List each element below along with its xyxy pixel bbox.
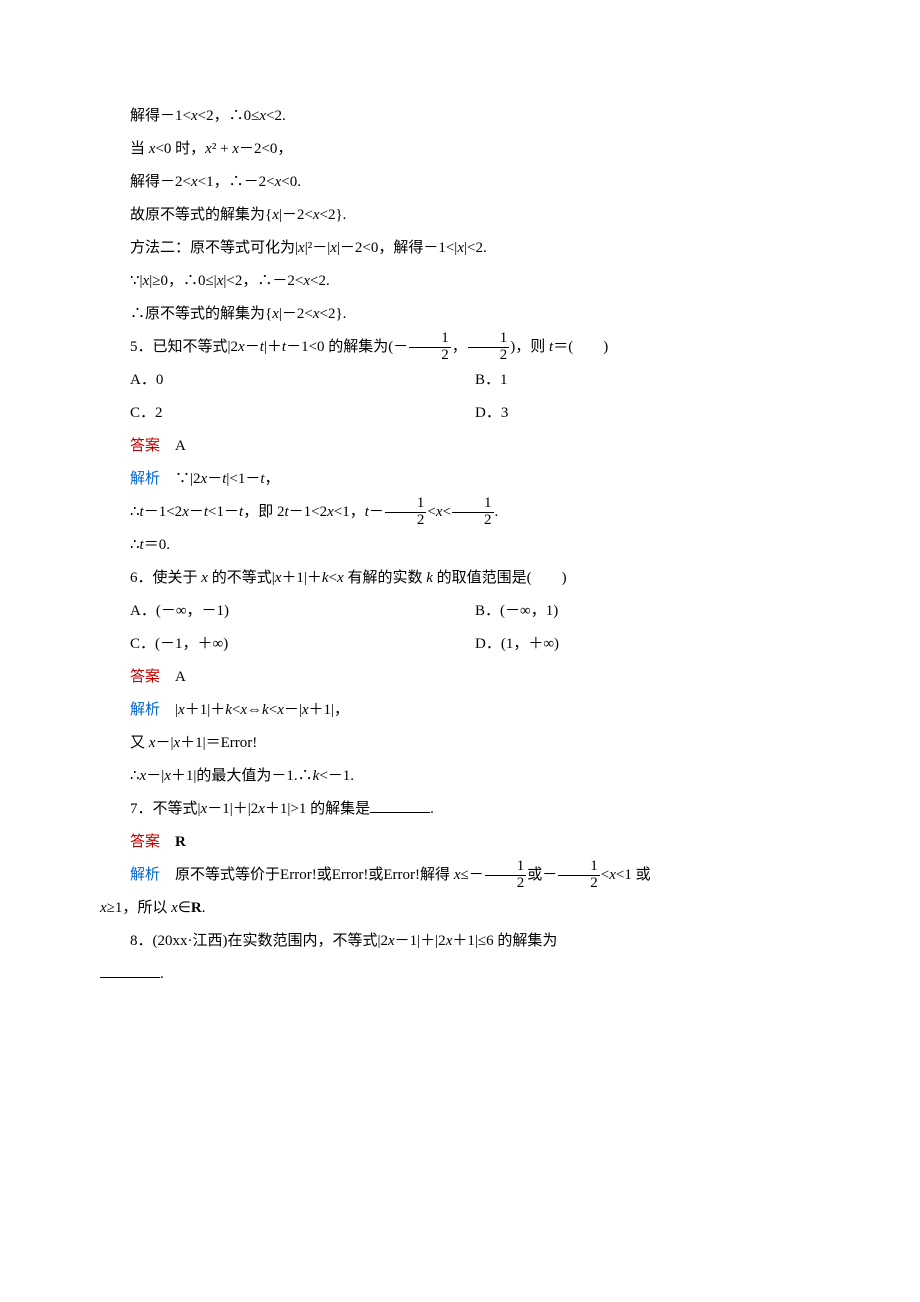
option-a: A．(－∞，－1) [130,595,475,628]
q6-expl-2: 又 x－|x＋1|＝Error! [100,727,820,760]
q7-answer: 答案 R [100,826,820,859]
document-page: 解得－1<x<2，∴0≤x<2. 当 x<0 时，x² + x－2<0， 解得－… [0,0,920,1302]
fraction: 12 [409,331,451,364]
fill-blank [100,964,160,979]
option-b: B．(－∞，1) [475,595,820,628]
q6-options: A．(－∞，－1) B．(－∞，1) C．(－1，＋∞) D．(1，＋∞) [130,595,820,661]
error-placeholder: Error! [221,735,258,751]
q5-answer: 答案 A [100,430,820,463]
q5-expl-3: ∴t＝0. [100,529,820,562]
question-7: 7．不等式|x－1|＋|2x＋1|>1 的解集是. [100,793,820,826]
explanation-label: 解析 [130,702,160,718]
q5-options: A．0 B．1 C．2 D．3 [130,364,820,430]
q5-expl-2: ∴t－1<2x－t<1－t，即 2t－1<2x<1，t－12<x<12. [100,496,820,529]
error-placeholder: Error! [332,867,369,883]
text-line: ∵|x|≥0，∴0≤|x|<2，∴－2<x<2. [100,265,820,298]
fraction: 12 [468,331,510,364]
option-c: C．(－1，＋∞) [130,628,475,661]
q7-expl-1: 解析 原不等式等价于Error!或Error!或Error!解得 x≤－12或－… [100,859,820,892]
q6-answer: 答案 A [100,661,820,694]
fraction: 12 [385,496,427,529]
answer-label: 答案 [130,834,160,850]
option-d: D．3 [475,397,820,430]
text-line: ∴原不等式的解集为{x|－2<x<2}. [100,298,820,331]
option-d: D．(1，＋∞) [475,628,820,661]
option-b: B．1 [475,364,820,397]
text-line: 解得－2<x<1，∴－2<x<0. [100,166,820,199]
q5-expl-1: 解析 ∵|2x－t|<1－t， [100,463,820,496]
fill-blank [370,799,430,814]
question-6: 6．使关于 x 的不等式|x＋1|＋k<x 有解的实数 k 的取值范围是( ) [100,562,820,595]
answer-label: 答案 [130,669,160,685]
q7-expl-2: x≥1，所以 x∈R. [100,892,820,925]
fraction: 12 [452,496,494,529]
question-8: 8．(20xx·江西)在实数范围内，不等式|2x－1|＋|2x＋1|≤6 的解集… [100,925,820,958]
option-c: C．2 [130,397,475,430]
q8-blank: . [100,958,820,991]
option-a: A．0 [130,364,475,397]
q6-expl-1: 解析 |x＋1|＋k<x⇔k<x－|x＋1|， [100,694,820,727]
error-placeholder: Error! [280,867,317,883]
text-line: 方法二：原不等式可化为|x|²－|x|－2<0，解得－1<|x|<2. [100,232,820,265]
text-line: 解得－1<x<2，∴0≤x<2. [100,100,820,133]
explanation-label: 解析 [130,867,160,883]
error-placeholder: Error! [383,867,420,883]
fraction: 12 [558,859,600,892]
explanation-label: 解析 [130,471,160,487]
q6-expl-3: ∴x－|x＋1|的最大值为－1.∴k<－1. [100,760,820,793]
text-line: 当 x<0 时，x² + x－2<0， [100,133,820,166]
question-5: 5．已知不等式|2x－t|＋t－1<0 的解集为(－12，12)，则 t＝( ) [100,331,820,364]
text-line: 故原不等式的解集为{x|－2<x<2}. [100,199,820,232]
fraction: 12 [485,859,527,892]
answer-label: 答案 [130,438,160,454]
